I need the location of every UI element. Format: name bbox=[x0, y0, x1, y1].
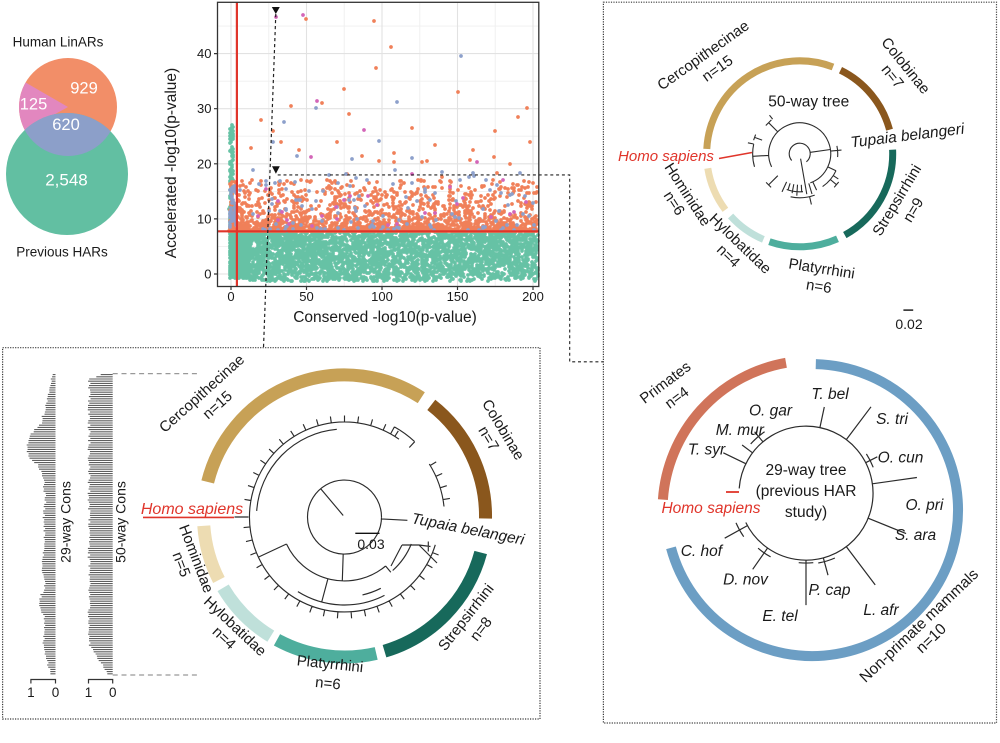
svg-text:620: 620 bbox=[52, 116, 80, 134]
svg-text:30: 30 bbox=[197, 101, 211, 116]
svg-text:O. gar: O. gar bbox=[749, 403, 793, 420]
svg-text:0: 0 bbox=[52, 685, 60, 700]
svg-text:1: 1 bbox=[85, 685, 93, 700]
svg-text:0: 0 bbox=[204, 267, 211, 282]
svg-text:Accelerated -log10(p-value): Accelerated -log10(p-value) bbox=[163, 68, 180, 258]
svg-text:40: 40 bbox=[197, 46, 211, 61]
svg-text:C. hof: C. hof bbox=[681, 543, 724, 560]
svg-text:0: 0 bbox=[109, 685, 117, 700]
svg-text:L. afr: L. afr bbox=[863, 602, 899, 619]
svg-text:2,548: 2,548 bbox=[45, 171, 88, 190]
svg-text:Platyrrhini: Platyrrhini bbox=[296, 652, 364, 676]
svg-text:150: 150 bbox=[447, 289, 469, 304]
svg-text:929: 929 bbox=[70, 80, 98, 98]
svg-text:0.02: 0.02 bbox=[895, 316, 922, 332]
svg-text:P. cap: P. cap bbox=[809, 582, 851, 599]
svg-text:S. tri: S. tri bbox=[876, 411, 908, 428]
svg-text:(previous HAR: (previous HAR bbox=[756, 483, 857, 500]
svg-text:O. pri: O. pri bbox=[905, 497, 943, 514]
svg-text:Conserved -log10(p-value): Conserved -log10(p-value) bbox=[293, 309, 477, 326]
svg-text:29-way Cons: 29-way Cons bbox=[58, 481, 74, 563]
svg-text:20: 20 bbox=[197, 156, 211, 171]
svg-text:200: 200 bbox=[522, 289, 544, 304]
svg-text:n=6: n=6 bbox=[805, 276, 833, 297]
svg-text:10: 10 bbox=[197, 211, 211, 226]
svg-text:Homo sapiens: Homo sapiens bbox=[661, 500, 760, 517]
svg-text:Homo sapiens: Homo sapiens bbox=[141, 501, 243, 518]
svg-text:Previous HARs: Previous HARs bbox=[16, 245, 108, 260]
svg-text:100: 100 bbox=[371, 289, 393, 304]
svg-text:0: 0 bbox=[227, 289, 234, 304]
svg-text:study): study) bbox=[785, 504, 827, 521]
svg-text:50-way tree: 50-way tree bbox=[768, 94, 849, 111]
svg-text:29-way tree: 29-way tree bbox=[766, 462, 847, 479]
svg-text:E. tel: E. tel bbox=[762, 608, 798, 625]
svg-text:50-way Cons: 50-way Cons bbox=[113, 481, 129, 563]
svg-text:Homo sapiens: Homo sapiens bbox=[618, 148, 714, 165]
svg-text:1: 1 bbox=[27, 685, 35, 700]
svg-text:Human LinARs: Human LinARs bbox=[13, 35, 104, 50]
svg-text:50: 50 bbox=[299, 289, 313, 304]
svg-text:T. bel: T. bel bbox=[811, 386, 849, 403]
svg-text:T. syr: T. syr bbox=[688, 441, 726, 458]
svg-text:M. mur: M. mur bbox=[716, 422, 765, 439]
svg-text:0.03: 0.03 bbox=[357, 536, 384, 552]
svg-text:125: 125 bbox=[20, 96, 48, 114]
svg-text:O. cun: O. cun bbox=[878, 450, 924, 467]
svg-text:S. ara: S. ara bbox=[895, 527, 937, 544]
svg-text:n=6: n=6 bbox=[314, 674, 341, 694]
svg-text:D. nov: D. nov bbox=[723, 571, 769, 588]
